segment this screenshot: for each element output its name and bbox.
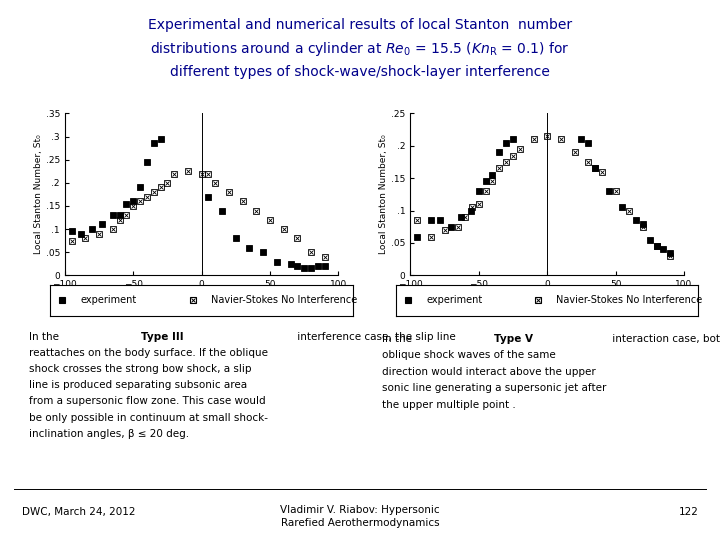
Text: Navier-Stokes No Interference: Navier-Stokes No Interference [557, 295, 703, 305]
Y-axis label: Local Stanton Number, St₀: Local Stanton Number, St₀ [34, 134, 42, 254]
Text: In the: In the [29, 332, 62, 342]
Text: interference case, the slip line: interference case, the slip line [294, 332, 456, 342]
X-axis label: Meridian Angle, deg: Meridian Angle, deg [495, 292, 600, 302]
Text: oblique shock waves of the same: oblique shock waves of the same [382, 350, 555, 360]
Text: reattaches on the body surface. If the oblique: reattaches on the body surface. If the o… [29, 348, 268, 358]
Y-axis label: Local Stanton Number, St₀: Local Stanton Number, St₀ [379, 134, 388, 254]
Text: from a supersonic flow zone. This case would: from a supersonic flow zone. This case w… [29, 396, 266, 407]
Text: In the: In the [382, 334, 415, 343]
Text: interaction case, both weak: interaction case, both weak [609, 334, 720, 343]
Text: Type V: Type V [494, 334, 533, 343]
Text: shock crosses the strong bow shock, a slip: shock crosses the strong bow shock, a sl… [29, 364, 251, 374]
Text: inclination angles, β ≤ 20 deg.: inclination angles, β ≤ 20 deg. [29, 429, 189, 439]
Text: experiment: experiment [81, 295, 137, 305]
Text: 122: 122 [678, 507, 698, 517]
X-axis label: Meridian Angle, deg: Meridian Angle, deg [149, 292, 254, 302]
Text: Navier-Stokes No Interference: Navier-Stokes No Interference [211, 295, 357, 305]
Text: experiment: experiment [426, 295, 482, 305]
Text: line is produced separating subsonic area: line is produced separating subsonic are… [29, 380, 247, 390]
Text: direction would interact above the upper: direction would interact above the upper [382, 367, 595, 377]
Text: DWC, March 24, 2012: DWC, March 24, 2012 [22, 507, 135, 517]
Text: Experimental and numerical results of local Stanton  number
distributions around: Experimental and numerical results of lo… [148, 18, 572, 79]
Text: be only possible in continuum at small shock-: be only possible in continuum at small s… [29, 413, 268, 423]
Text: Vladimir V. Riabov: Hypersonic
Rarefied Aerothermodynamics: Vladimir V. Riabov: Hypersonic Rarefied … [280, 505, 440, 528]
Text: the upper multiple point .: the upper multiple point . [382, 400, 516, 410]
Text: sonic line generating a supersonic jet after: sonic line generating a supersonic jet a… [382, 383, 606, 393]
Text: Type III: Type III [141, 332, 184, 342]
